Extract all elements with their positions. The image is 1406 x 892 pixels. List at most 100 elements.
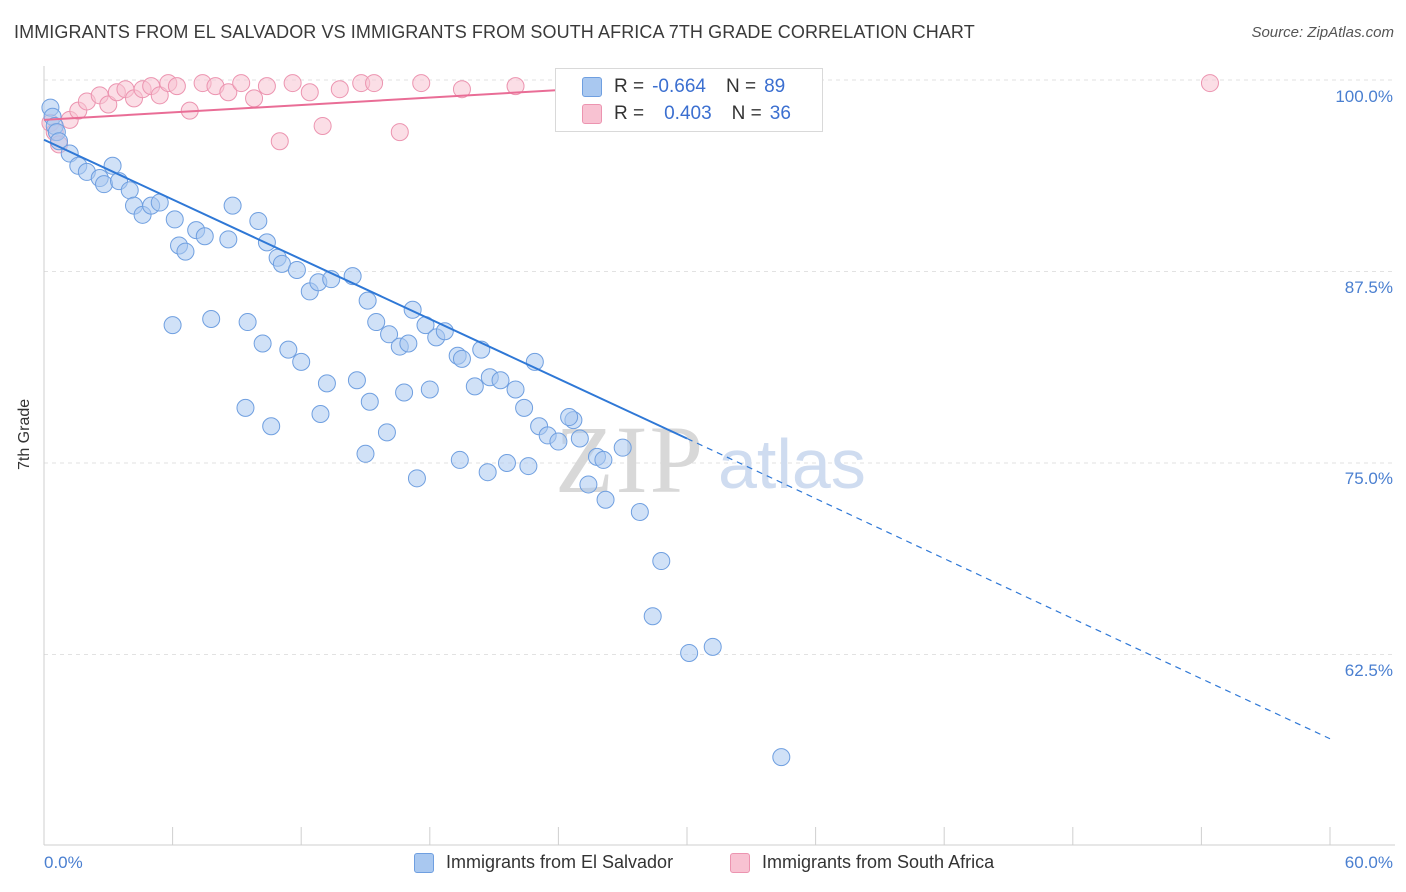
data-point-south-africa: [330, 80, 349, 99]
data-point-el-salvador: [420, 380, 439, 399]
y-axis-label: 7th Grade: [16, 398, 33, 470]
data-point-south-africa: [232, 74, 251, 93]
legend-n-label: N =: [725, 76, 757, 97]
data-point-el-salvador: [272, 254, 291, 273]
data-point-el-salvador: [163, 316, 182, 335]
data-point-el-salvador: [506, 380, 525, 399]
data-point-el-salvador: [377, 423, 396, 442]
data-point-el-salvador: [120, 181, 139, 200]
data-point-south-africa: [150, 86, 169, 105]
data-point-el-salvador: [519, 457, 538, 476]
data-point-south-africa: [412, 74, 431, 93]
trend-lines: [43, 86, 1331, 740]
data-point-el-salvador: [238, 313, 257, 332]
trend-line-el-salvador: [43, 138, 688, 440]
data-point-el-salvador: [380, 325, 399, 344]
data-point-el-salvador: [253, 334, 272, 353]
data-point-south-africa: [1200, 74, 1219, 93]
data-point-south-africa: [283, 74, 302, 93]
data-point-el-salvador: [236, 398, 255, 417]
data-point-south-africa: [167, 77, 186, 96]
data-point-south-africa: [257, 77, 276, 96]
data-point-south-africa: [270, 132, 289, 151]
data-point-el-salvador: [560, 408, 579, 427]
data-point-south-africa: [506, 77, 525, 96]
data-point-el-salvador: [652, 552, 671, 571]
data-point-el-salvador: [311, 404, 330, 423]
data-point-el-salvador: [347, 371, 366, 390]
legend-r-label: R =: [614, 76, 645, 97]
data-point-el-salvador: [165, 210, 184, 229]
data-point-el-salvador: [680, 643, 699, 662]
data-point-el-salvador: [772, 748, 791, 767]
data-point-el-salvador: [219, 230, 238, 249]
data-point-el-salvador: [95, 175, 114, 194]
correlation-legend: R = -0.664 N = 89 R = 0.403 N = 36: [555, 68, 823, 132]
legend-n-value: 36: [769, 103, 791, 124]
data-point-el-salvador: [452, 349, 471, 368]
data-point-south-africa: [390, 123, 409, 142]
data-point-el-salvador: [367, 313, 386, 332]
trend-line-south-africa: [43, 86, 602, 121]
source-label: Source: ZipAtlas.com: [1251, 24, 1394, 41]
legend-label: Immigrants from El Salvador: [446, 852, 674, 872]
data-point-el-salvador: [579, 475, 598, 494]
legend-swatch-blue: [414, 852, 434, 873]
data-point-el-salvador: [262, 417, 281, 436]
data-point-el-salvador: [399, 334, 418, 353]
data-point-el-salvador: [407, 469, 426, 488]
data-point-el-salvador: [643, 607, 662, 626]
data-point-el-salvador: [703, 637, 722, 656]
data-point-el-salvador: [478, 463, 497, 482]
watermark-atlas: atlas: [718, 425, 866, 503]
legend-swatch-pink: [582, 104, 602, 124]
legend-n-label: N =: [731, 103, 762, 124]
data-point-el-salvador: [497, 454, 516, 472]
data-point-el-salvador: [570, 429, 589, 448]
data-point-el-salvador: [596, 490, 615, 509]
legend-row-el-salvador: R = -0.664 N = 89: [614, 74, 785, 100]
data-point-south-africa: [365, 74, 384, 93]
data-point-el-salvador: [491, 371, 510, 390]
data-point-el-salvador: [613, 438, 632, 457]
data-point-el-salvador: [356, 444, 375, 463]
data-point-el-salvador: [223, 196, 242, 215]
data-point-el-salvador: [292, 352, 311, 371]
legend-r-label: R =: [614, 103, 645, 124]
data-point-south-africa: [313, 116, 332, 135]
axes: [43, 66, 1395, 846]
data-point-south-africa: [245, 89, 264, 108]
data-point-south-africa: [219, 83, 238, 102]
x-tick-label: 60.0%: [1344, 853, 1393, 872]
data-point-el-salvador: [465, 377, 484, 396]
legend-label: Immigrants from South Africa: [762, 852, 995, 872]
data-point-el-salvador: [515, 398, 534, 417]
y-tick-label: 62.5%: [1344, 661, 1393, 680]
data-point-el-salvador: [279, 340, 298, 359]
y-tick-label: 100.0%: [1335, 87, 1393, 106]
data-point-el-salvador: [403, 300, 422, 319]
trend-line-el-salvador-projection: [686, 437, 1331, 740]
data-point-el-salvador: [176, 242, 195, 261]
data-point-el-salvador: [360, 392, 379, 411]
data-point-el-salvador: [249, 211, 268, 230]
y-tick-label: 75.0%: [1344, 469, 1393, 488]
el-salvador-points: [41, 98, 791, 767]
legend-n-value: 89: [764, 76, 786, 97]
data-point-el-salvador: [317, 374, 336, 393]
data-point-el-salvador: [630, 503, 649, 522]
data-point-el-salvador: [395, 383, 414, 402]
legend-item-el-salvador: Immigrants from El Salvador: [414, 852, 673, 873]
x-tick-label: 0.0%: [44, 853, 83, 872]
legend-row-south-africa: R = 0.403 N = 36: [614, 101, 791, 127]
data-point-el-salvador: [195, 227, 214, 246]
data-point-el-salvador: [287, 260, 306, 279]
legend-item-south-africa: Immigrants from South Africa: [730, 852, 994, 873]
data-point-el-salvador: [450, 450, 469, 469]
data-point-south-africa: [300, 83, 319, 102]
data-point-south-africa: [99, 95, 118, 114]
y-tick-label: 87.5%: [1344, 278, 1393, 297]
legend-r-value: 0.403: [664, 103, 712, 124]
grid-lines: [44, 79, 1395, 655]
